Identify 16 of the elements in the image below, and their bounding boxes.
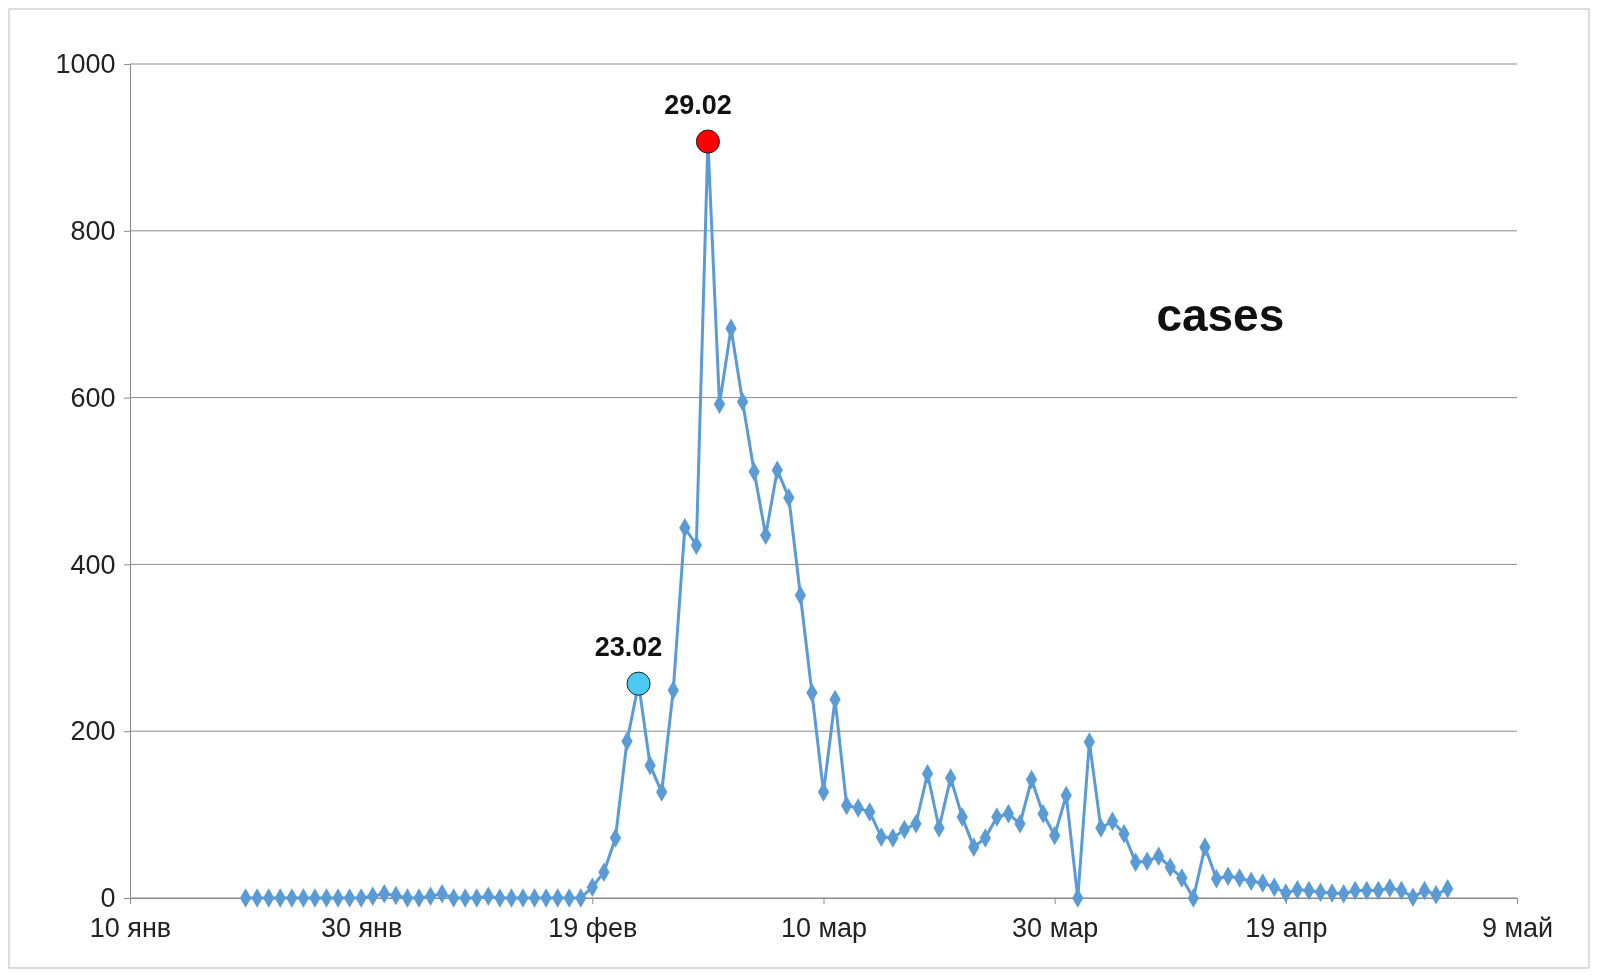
x-tick-label: 19 апр — [1245, 912, 1328, 943]
annotation: 23.02 — [594, 631, 663, 662]
x-tick-label: 10 янв — [89, 912, 172, 943]
text: cases — [1156, 288, 1285, 341]
y-tick-label: 1000 — [55, 49, 116, 80]
annotation: 29.02 — [664, 89, 732, 120]
x-tick-label: 10 мар — [780, 912, 868, 943]
y-tick-label: 800 — [70, 215, 116, 246]
x-tick-label: 9 май — [1481, 912, 1554, 943]
y-tick-label: 600 — [70, 382, 116, 413]
y-tick-label: 200 — [70, 716, 116, 747]
y-tick-label: 0 — [100, 883, 116, 914]
y-tick-label: 400 — [70, 549, 116, 580]
x-tick-label: 19 фев — [548, 912, 638, 943]
x-tick-label: 30 янв — [320, 912, 403, 943]
x-tick-label: 30 мар — [1012, 912, 1099, 943]
